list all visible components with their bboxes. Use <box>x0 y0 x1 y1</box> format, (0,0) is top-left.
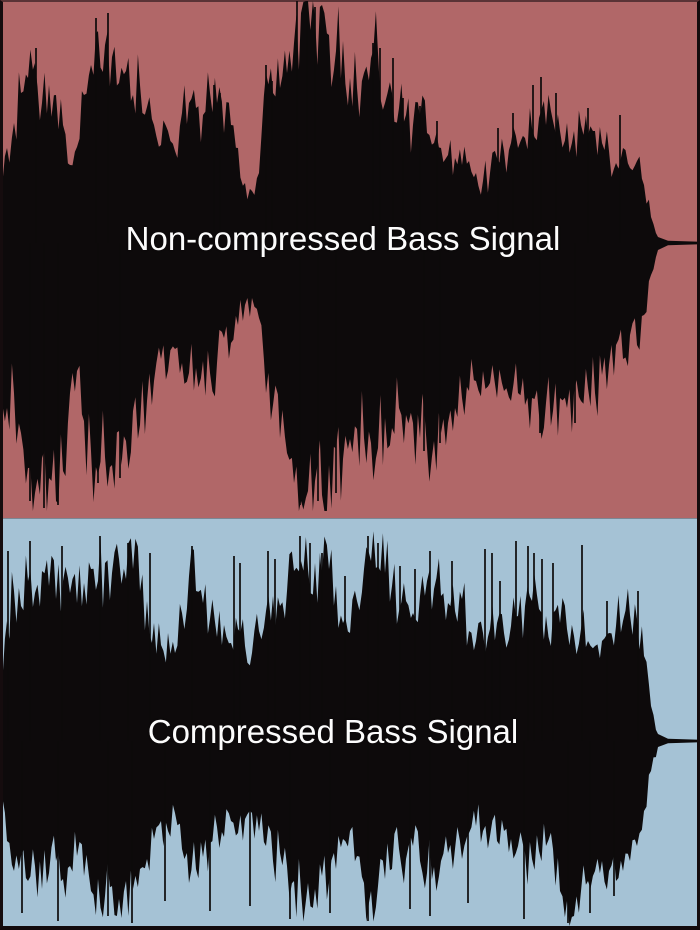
non-compressed-panel: Non-compressed Bass Signal <box>0 0 700 518</box>
non-compressed-label: Non-compressed Bass Signal <box>125 220 561 257</box>
non-compressed-waveform-graphic <box>0 1 700 511</box>
compressed-waveform-graphic <box>0 531 700 926</box>
compressed-label: Compressed Bass Signal <box>147 713 519 750</box>
compressed-panel: Compressed Bass Signal <box>0 518 700 930</box>
